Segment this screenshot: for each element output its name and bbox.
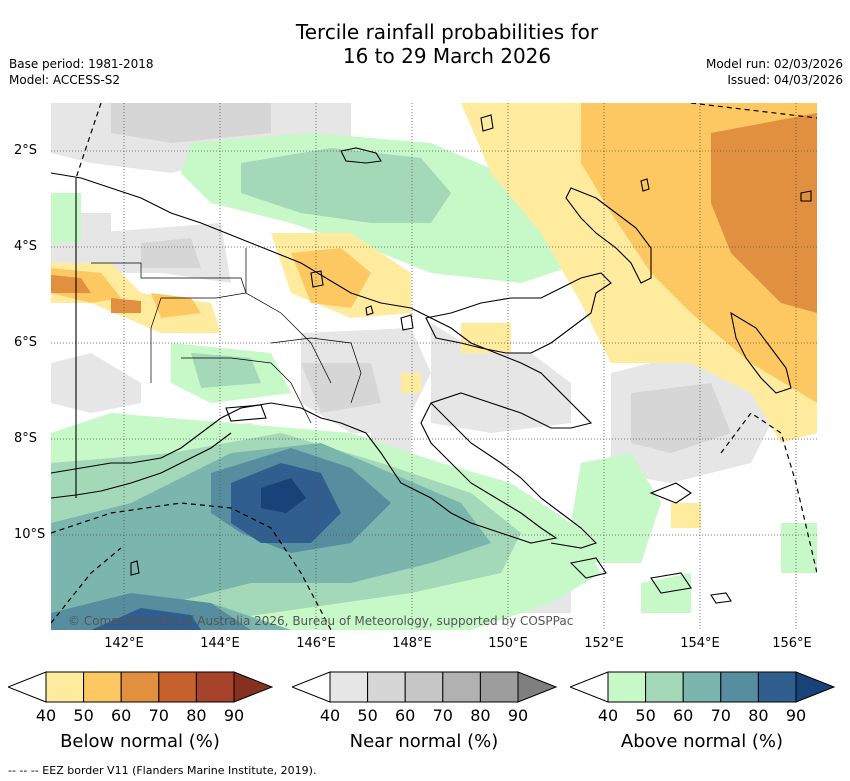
lon-label-156e: 156°E xyxy=(772,636,812,651)
colorbar-below-tick-90: 90 xyxy=(223,706,245,725)
colorbar-above-tick-70: 70 xyxy=(710,706,731,725)
legend-title-below: Below normal (%) xyxy=(60,731,220,752)
manus-island xyxy=(340,147,382,164)
colorbar-below-bin-40 xyxy=(45,671,85,703)
papuan-tail xyxy=(430,402,598,549)
colorbar-above-tick-80: 80 xyxy=(748,706,769,725)
colorbar-above-high-arrow xyxy=(795,671,836,703)
lon-label-144e: 144°E xyxy=(200,636,240,651)
rainfall-map xyxy=(51,103,817,630)
lon-label-146e: 146°E xyxy=(296,636,336,651)
colorbar-below-tick-70: 70 xyxy=(148,706,169,725)
colorbar-above-bin-80 xyxy=(757,671,797,703)
colorbar-below-bin-80 xyxy=(195,671,235,703)
colorbar-below-tick-80: 80 xyxy=(186,706,207,725)
lon-label-152e: 152°E xyxy=(584,636,624,651)
new-britain xyxy=(425,272,612,354)
colorbar-below-tick-40: 40 xyxy=(35,706,57,725)
colorbar-above-tick-50: 50 xyxy=(635,706,656,725)
legend-title-near: Near normal (%) xyxy=(349,731,499,752)
lat-label-8s: 8°S xyxy=(14,431,38,446)
colorbar-near-tick-60: 60 xyxy=(395,706,416,725)
colorbar-above xyxy=(568,671,836,703)
colorbar-above-bin-50 xyxy=(645,671,684,703)
colorbar-below-bin-60 xyxy=(120,671,160,703)
south-coast xyxy=(51,432,232,499)
legend-above: 40 50 60 70 80 90 xyxy=(568,671,836,725)
eez-footnote: -- -- -- EEZ border V11 (Flanders Marine… xyxy=(8,764,317,777)
title-line-1: Tercile rainfall probabilities for xyxy=(295,20,599,44)
lon-label-142e: 142°E xyxy=(104,636,144,651)
chart-title: Tercile rainfall probabilities for 16 to… xyxy=(0,20,850,68)
issued-date: Issued: 04/03/2026 xyxy=(727,73,843,87)
colorbar-near-tick-90: 90 xyxy=(507,706,529,725)
colorbar-below-tick-50: 50 xyxy=(73,706,94,725)
colorbar-above-bin-40 xyxy=(607,671,647,703)
grid-lines xyxy=(51,103,817,630)
lat-label-6s: 6°S xyxy=(14,335,38,350)
colorbar-below-bin-70 xyxy=(158,671,197,703)
above-normal-90 xyxy=(261,478,306,513)
colorbar-near xyxy=(290,671,558,703)
colorbar-below-tick-60: 60 xyxy=(111,706,132,725)
lon-label-154e: 154°E xyxy=(680,636,720,651)
legend-below: 40 50 60 70 80 90 xyxy=(6,671,274,725)
eez-borders xyxy=(51,103,817,630)
colorbar-below-high-arrow xyxy=(233,671,274,703)
right-meta: Model run: 02/03/2026 Issued: 04/03/2026 xyxy=(706,56,843,88)
colorbar-near-tick-70: 70 xyxy=(432,706,453,725)
provincial-borders xyxy=(91,248,362,424)
colorbar-near-high-arrow xyxy=(517,671,558,703)
new-guinea-coast xyxy=(51,172,593,544)
lon-label-150e: 150°E xyxy=(488,636,528,651)
colorbar-near-low-arrow xyxy=(290,671,331,703)
below-normal-60 xyxy=(51,113,817,313)
colorbar-near-tick-40: 40 xyxy=(319,706,341,725)
colorbar-near-bin-50 xyxy=(367,671,406,703)
near-normal-50 xyxy=(111,103,731,453)
lat-label-2s: 2°S xyxy=(14,143,38,158)
colorbar-above-tick-90: 90 xyxy=(785,706,807,725)
title-line-2: 16 to 29 March 2026 xyxy=(342,44,552,68)
colorbar-below-bin-50 xyxy=(83,671,122,703)
coastlines xyxy=(51,114,812,604)
colorbar-above-tick-40: 40 xyxy=(597,706,619,725)
colorbar-below-low-arrow xyxy=(6,671,47,703)
model-run: Model run: 02/03/2026 xyxy=(705,57,843,71)
colorbar-near-tick-50: 50 xyxy=(357,706,378,725)
legend-title-above: Above normal (%) xyxy=(620,731,784,752)
colorbar-near-tick-80: 80 xyxy=(470,706,491,725)
colorbar-near-bin-70 xyxy=(442,671,481,703)
colorbar-below xyxy=(6,671,274,703)
copyright-notice: © Commonwealth of Australia 2026, Bureau… xyxy=(68,614,574,628)
bougainville xyxy=(730,311,792,394)
lon-label-148e: 148°E xyxy=(392,636,432,651)
colorbar-above-low-arrow xyxy=(568,671,609,703)
lat-label-10s: 10°S xyxy=(14,527,46,542)
legend-near: 40 50 60 70 80 90 xyxy=(290,671,558,725)
colorbar-near-bin-80 xyxy=(479,671,519,703)
left-meta: Base period: 1981-2018 Model: ACCESS-S2 xyxy=(9,56,154,88)
colorbar-above-bin-60 xyxy=(682,671,722,703)
colorbar-near-bin-40 xyxy=(329,671,369,703)
new-ireland xyxy=(565,187,652,284)
colorbar-near-bin-60 xyxy=(404,671,444,703)
model-name: Model: ACCESS-S2 xyxy=(9,73,121,87)
lat-label-4s: 4°S xyxy=(14,239,38,254)
colorbar-above-tick-60: 60 xyxy=(673,706,694,725)
base-period: Base period: 1981-2018 xyxy=(9,57,154,71)
colorbar-above-bin-70 xyxy=(720,671,759,703)
